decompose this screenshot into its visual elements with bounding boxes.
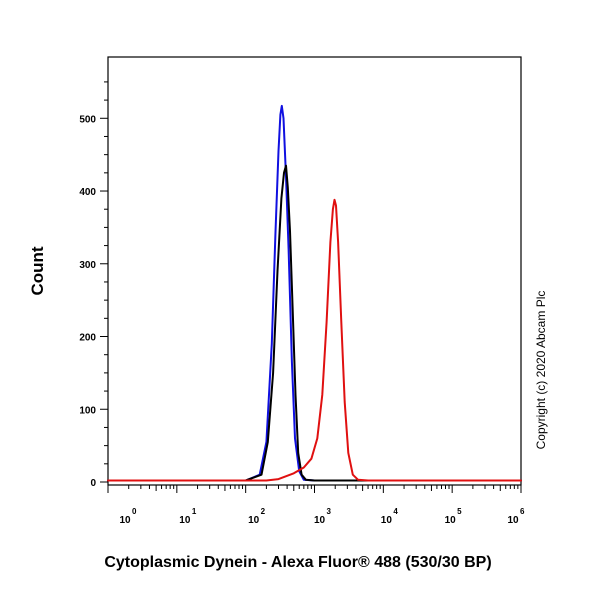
x-tick-exponent: 4 <box>393 507 398 516</box>
y-axis: 0 100 200 300 400 500 <box>79 81 108 489</box>
x-tick-label: 105 <box>445 507 463 526</box>
x-tick-base: 10 <box>507 515 519 526</box>
x-tick-exponent: 5 <box>457 507 462 516</box>
y-tick-label: 100 <box>79 405 96 416</box>
x-tick-exponent: 6 <box>520 507 525 516</box>
copyright-notice: Copyright (c) 2020 Abcam Plc <box>534 291 548 450</box>
x-tick-label: 104 <box>381 507 399 526</box>
y-axis-title: Count <box>28 246 47 295</box>
x-axis-title: Cytoplasmic Dynein - Alexa Fluor® 488 (5… <box>104 554 491 571</box>
x-tick-label: 106 <box>507 507 525 526</box>
x-tick-label: 102 <box>248 507 266 526</box>
y-tick-label: 0 <box>90 478 96 489</box>
x-tick-exponent: 3 <box>327 507 332 516</box>
x-tick-label: 101 <box>179 507 197 526</box>
histogram-series-1 <box>107 104 522 482</box>
x-tick-exponent: 0 <box>132 507 137 516</box>
histogram-series-2 <box>107 164 522 482</box>
x-tick-exponent: 1 <box>192 507 197 516</box>
y-tick-label: 400 <box>79 187 96 198</box>
y-tick-label: 500 <box>79 114 96 125</box>
x-tick-base: 10 <box>314 515 326 526</box>
y-tick-label: 200 <box>79 333 96 344</box>
x-tick-label: 100 <box>119 507 137 526</box>
x-tick-base: 10 <box>179 515 191 526</box>
series-layer <box>107 104 522 482</box>
x-tick-base: 10 <box>381 515 393 526</box>
x-tick-label: 103 <box>314 507 332 526</box>
x-tick-exponent: 2 <box>261 507 266 516</box>
x-tick-base: 10 <box>445 515 457 526</box>
x-tick-base: 10 <box>248 515 260 526</box>
y-tick-label: 300 <box>79 260 96 271</box>
x-tick-base: 10 <box>119 515 131 526</box>
histogram-series-3 <box>107 198 522 482</box>
